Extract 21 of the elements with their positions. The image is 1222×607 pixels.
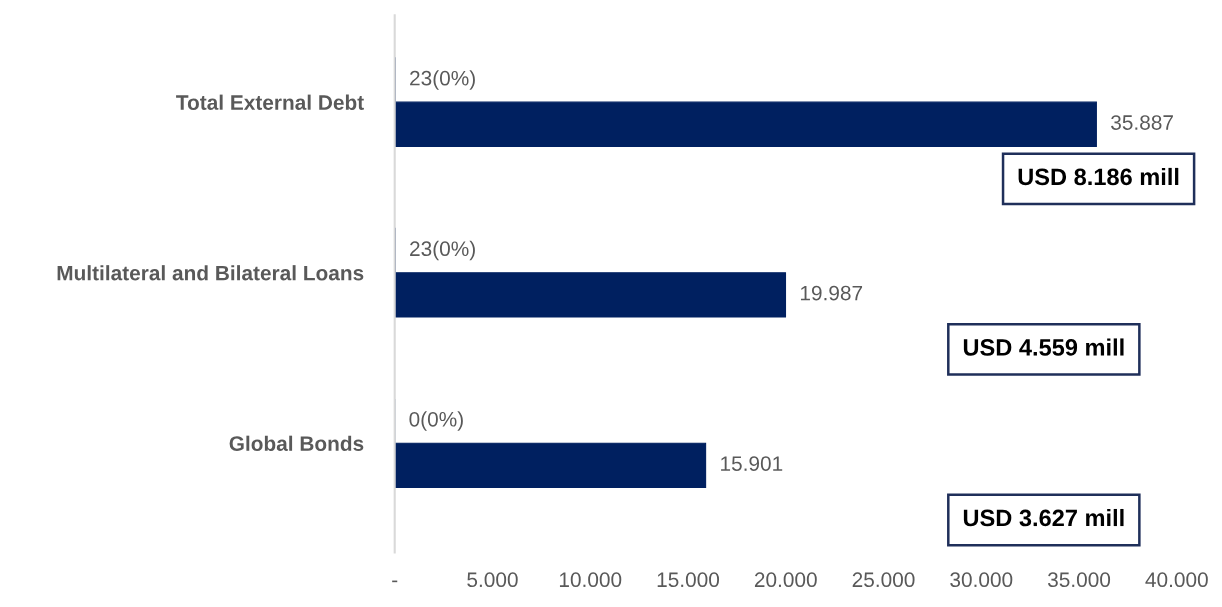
annotation: USD 3.627 mill bbox=[963, 508, 1124, 527]
data-label: 35.887 bbox=[1111, 115, 1173, 130]
y-tick-label: Multilateral and Bilateral Loans bbox=[57, 265, 364, 281]
data-label: 23(0%) bbox=[410, 240, 475, 261]
y-tick-label: Total External Debt bbox=[176, 94, 364, 110]
x-tick-label: 30.000 bbox=[950, 572, 1013, 588]
x-tick-label: 15.000 bbox=[657, 572, 720, 588]
annotation: USD 4.559 mill bbox=[963, 338, 1124, 356]
annotation: USD 8.186 mill bbox=[1018, 167, 1179, 186]
y-tick-label: Global Bonds bbox=[229, 435, 364, 451]
x-tick-label: 25.000 bbox=[852, 572, 915, 588]
data-label: 15.901 bbox=[721, 456, 783, 471]
x-tick-label: 20.000 bbox=[754, 572, 817, 588]
data-label: 23(0%) bbox=[410, 70, 475, 90]
data-label: 0(0%) bbox=[409, 411, 463, 431]
x-tick-label: 5.000 bbox=[467, 572, 518, 588]
x-tick-label: 10.000 bbox=[559, 572, 622, 588]
x-tick-label: 35.000 bbox=[1047, 572, 1111, 588]
x-tick-label: 40.000 bbox=[1145, 572, 1208, 588]
x-tick-label: - bbox=[392, 580, 398, 583]
data-label: 19.987 bbox=[800, 285, 863, 301]
